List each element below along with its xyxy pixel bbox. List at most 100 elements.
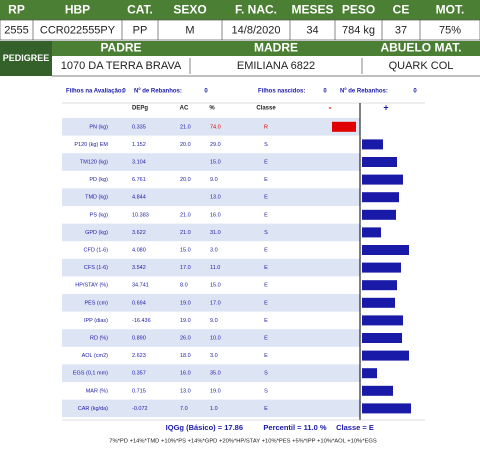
ac: 8.0 — [180, 283, 188, 289]
pct: 9.0 — [210, 318, 218, 324]
bar — [362, 368, 377, 379]
pct: 31.0 — [210, 230, 221, 236]
trait: PN (kg) — [89, 124, 108, 130]
classe: E — [264, 318, 268, 324]
class-summary: Classe = E — [336, 423, 374, 432]
classe: E — [264, 159, 268, 165]
pct: 15.0 — [210, 283, 221, 289]
pct: 11.0 — [210, 265, 220, 271]
pedigree-header-band — [52, 41, 480, 56]
header-label: MESES — [291, 3, 333, 17]
row-shade — [62, 329, 360, 347]
row-shade — [62, 188, 360, 206]
row-shade — [62, 258, 360, 277]
pct: 16.0 — [210, 212, 221, 218]
pct: 19.0 — [210, 388, 221, 394]
bar — [362, 280, 397, 291]
header-value: PP — [133, 24, 148, 36]
depg: 6.761 — [132, 177, 146, 183]
classe: E — [264, 265, 268, 271]
header-label: PESO — [342, 3, 375, 17]
pct: 35.0 — [210, 371, 221, 377]
classe: E — [264, 406, 268, 412]
row-shade — [62, 399, 360, 418]
header-label: HBP — [65, 3, 90, 17]
pct: 10.0 — [210, 335, 221, 341]
pedigree-label-box — [0, 41, 52, 76]
classe: E — [264, 177, 268, 183]
classe: S — [264, 142, 268, 148]
depg: 34.741 — [132, 283, 149, 289]
info-text: Filhos nascidos: — [258, 89, 305, 95]
bar — [362, 192, 399, 203]
info-text: Nº de Rebanhos: — [340, 89, 388, 95]
header-label: F. NAC. — [235, 3, 277, 17]
ac: 21.0 — [180, 124, 191, 130]
header-label: SEXO — [173, 3, 206, 17]
header-label: CAT. — [127, 3, 153, 17]
trait: P120 (kg) EM — [74, 142, 108, 148]
info-text: 0 — [323, 89, 327, 95]
ac: 17.0 — [180, 265, 191, 271]
depg: 4.080 — [132, 247, 146, 253]
pct: 3.0 — [210, 353, 218, 359]
header-label: CE — [393, 3, 410, 17]
header-label: RP — [8, 3, 25, 17]
column-header: AC — [180, 106, 189, 112]
column-header: Classe — [256, 106, 276, 112]
bar — [332, 121, 356, 132]
row-shade — [62, 153, 360, 171]
info-text: 0 — [413, 89, 417, 95]
trait: EGS (0,1 mm) — [73, 371, 108, 377]
info-text: Filhos na Avaliação: — [66, 89, 124, 95]
ac: 7.0 — [180, 406, 188, 412]
pct: 17.0 — [210, 300, 221, 306]
pedigree-label: PEDIGREE — [3, 53, 50, 63]
iqg: IQGg (Básico) = 17.86 — [166, 423, 243, 432]
trait: MAR (%) — [86, 388, 108, 394]
depg: 1.152 — [132, 142, 146, 148]
pct: 1.0 — [210, 406, 218, 412]
bar — [362, 227, 381, 238]
depg: 3.542 — [132, 265, 146, 271]
ac: 19.0 — [180, 300, 191, 306]
pct: 15.0 — [210, 159, 221, 165]
bar — [362, 209, 396, 220]
info-text: 0 — [122, 89, 126, 95]
depg: 0.715 — [132, 388, 146, 394]
classe: E — [264, 247, 268, 253]
classe: E — [264, 283, 268, 289]
depg: 2.623 — [132, 353, 146, 359]
header-value: 75% — [439, 24, 461, 36]
column-header: DEPg — [132, 106, 148, 112]
trait: PES (cm) — [84, 300, 108, 306]
pedigree-header: MADRE — [254, 41, 298, 55]
classe: R — [264, 124, 268, 130]
bar — [362, 350, 409, 361]
depg: 4.844 — [132, 195, 146, 201]
header-value: M — [185, 24, 194, 36]
classe: S — [264, 371, 268, 377]
pedigree-value: EMILIANA 6822 — [237, 60, 315, 72]
bar — [362, 245, 409, 255]
ac: 20.0 — [180, 177, 191, 183]
row-shade — [62, 364, 360, 382]
bar — [362, 157, 397, 167]
classe: S — [264, 230, 268, 236]
classe: E — [264, 300, 268, 306]
values-band — [0, 19, 480, 41]
pedigree-header: ABUELO MAT. — [380, 41, 461, 55]
bar — [362, 139, 383, 150]
info-text: Nº de Rebanhos: — [134, 89, 182, 95]
header-value: CCR022555PY — [40, 24, 116, 36]
depg: 0.694 — [132, 300, 146, 306]
depg: -0.072 — [132, 406, 148, 412]
depg: 3.104 — [132, 159, 146, 165]
ac: 20.0 — [180, 142, 191, 148]
ac: 21.0 — [180, 212, 191, 218]
trait: PS (kg) — [90, 212, 109, 218]
bar — [362, 333, 402, 343]
bar — [362, 262, 401, 273]
ac: 16.0 — [180, 371, 191, 377]
